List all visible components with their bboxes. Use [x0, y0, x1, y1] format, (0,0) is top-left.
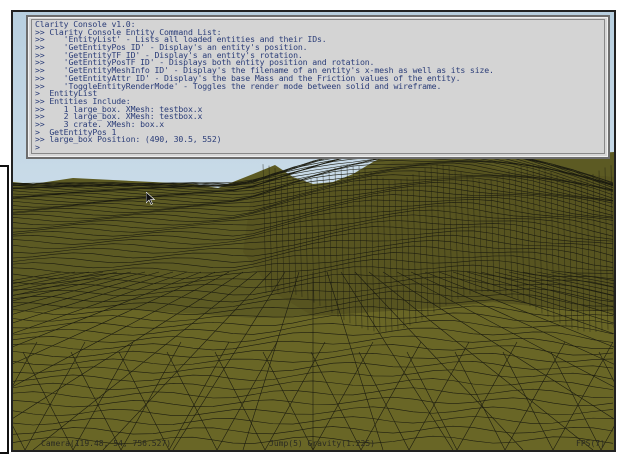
console-line: >> 1 large_box. XMesh: testbox.x: [35, 103, 203, 114]
console-line: >> 'EntityList' - Lists all loaded entit…: [35, 34, 327, 45]
console-line: >> large_box Position: (490, 30.5, 552): [35, 134, 222, 145]
mouse-pointer-icon: [145, 190, 156, 209]
console-line: > GetEntityPos 1: [35, 126, 117, 137]
wireframe-terrain: [13, 143, 614, 450]
jump-gravity-readout: Jump(5) Gravity(1.225): [269, 439, 375, 448]
console-window[interactable]: Clarity Console v1.0: >> Clarity Console …: [26, 15, 610, 159]
console-line: >> Clarity Console Entity Command List:: [35, 26, 222, 37]
console-line: Clarity Console v1.0:: [35, 19, 136, 29]
console-output: Clarity Console v1.0: >> Clarity Console …: [31, 19, 605, 154]
terrain-foreground: [13, 302, 614, 450]
camera-readout: Camera(119.48, 54, 756.527): [41, 439, 172, 448]
console-line: >> 2 large_box. XMesh: testbox.x: [35, 111, 203, 122]
console-lines: Clarity Console v1.0: >> Clarity Console …: [35, 19, 600, 152]
console-line: >> 'GetEntityPosTF ID' - Displays both e…: [35, 57, 375, 68]
console-line: >> 'GetEntityMeshInfo ID' - Display's th…: [35, 65, 494, 76]
console-line: >> Entities Include:: [35, 95, 131, 106]
terrain-wireframe: [13, 143, 614, 450]
console-line: >> 'ToggleEntityRenderMode' - Toggles th…: [35, 80, 442, 91]
console-line: > EntityList: [35, 88, 98, 99]
console-line: >> 'GetEntityAttr ID' - Display's the ba…: [35, 72, 461, 83]
side-panel: [0, 165, 9, 454]
console-line: >> 'GetEntityPos ID' - Display's an enti…: [35, 42, 308, 53]
console-line: >> 3 crate. XMesh: box.x: [35, 118, 165, 129]
fps-readout: FPS(7): [576, 439, 605, 448]
console-line: >> 'GetEntityTF ID' - Display's an entit…: [35, 49, 303, 60]
console-line: >: [35, 142, 40, 152]
